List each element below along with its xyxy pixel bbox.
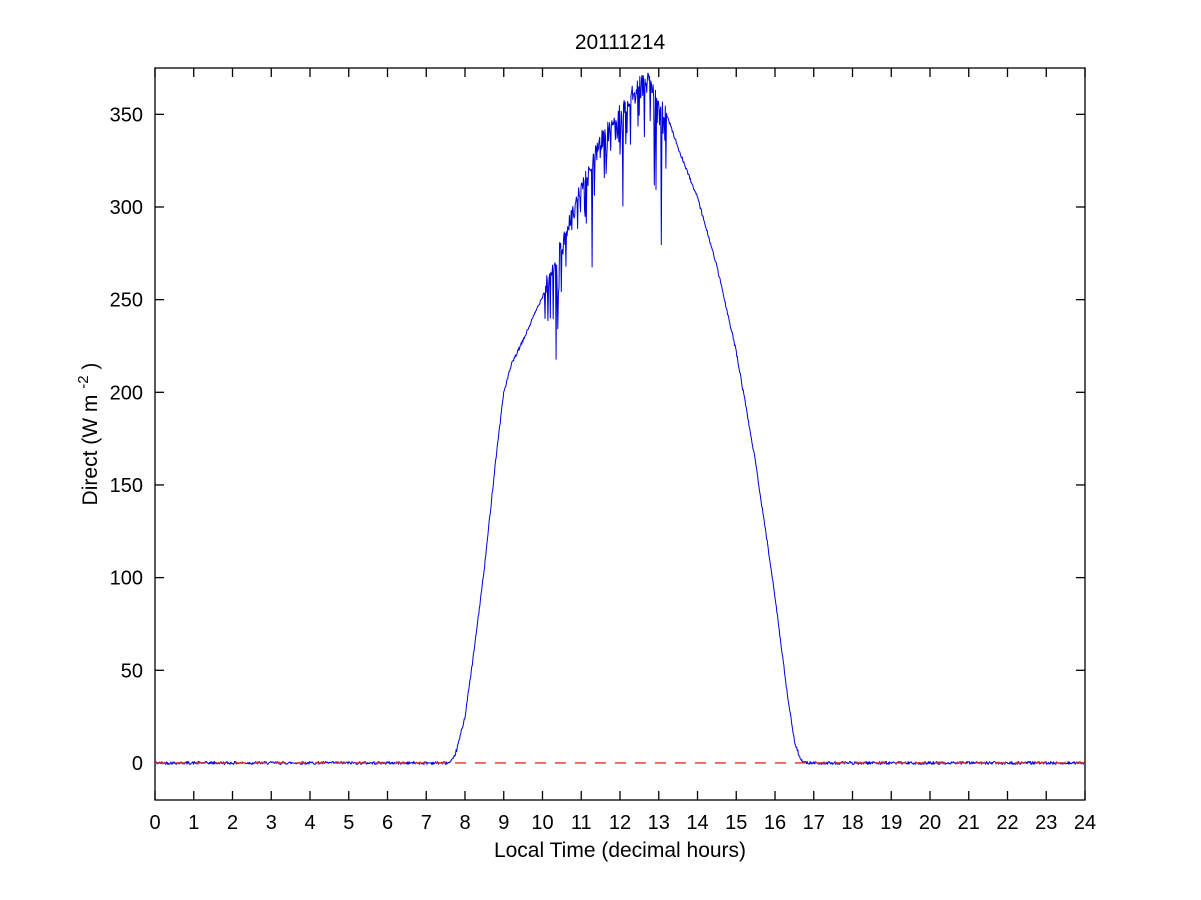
x-tick-label: 20	[919, 812, 941, 834]
series-direct-line	[154, 72, 1086, 765]
x-tick-label: 7	[421, 812, 432, 834]
x-tick-label: 9	[498, 812, 509, 834]
y-tick-label: 100	[110, 568, 143, 590]
y-tick-label: 50	[121, 660, 143, 682]
tick-marks	[154, 68, 1086, 800]
x-tick-label: 6	[382, 812, 393, 834]
y-tick-label: 150	[110, 475, 143, 497]
x-tick-label: 5	[343, 812, 354, 834]
x-tick-label: 13	[648, 812, 670, 834]
x-tick-label: 16	[764, 812, 786, 834]
x-tick-label: 22	[996, 812, 1018, 834]
y-axis-label-main: Direct (W m	[79, 395, 102, 506]
x-tick-label: 24	[1074, 812, 1096, 834]
x-tick-label: 12	[609, 812, 631, 834]
x-tick-label: 4	[304, 812, 315, 834]
x-tick-label: 10	[531, 812, 553, 834]
tick-labels: 0 1 2 3 4 5 6 7 8 9 10 11 12 13 14 15 16 17 18 19 20 21 22 23 24…	[110, 104, 1097, 834]
x-tick-label: 18	[841, 812, 863, 834]
y-tick-label: 350	[110, 104, 143, 126]
y-axis-label: Direct (W m -2 )	[70, 363, 102, 506]
axes-box	[154, 67, 1086, 801]
x-tick-label: 8	[459, 812, 470, 834]
y-tick-label: 200	[110, 382, 143, 404]
x-tick-label: 0	[149, 812, 160, 834]
x-tick-label: 3	[266, 812, 277, 834]
x-tick-label: 14	[686, 812, 708, 834]
chart-title: 20111214	[575, 31, 666, 54]
x-tick-label: 19	[880, 812, 902, 834]
x-tick-label: 2	[227, 812, 238, 834]
x-tick-label: 11	[571, 812, 592, 834]
y-axis-label-sup: -2	[75, 375, 92, 388]
x-tick-label: 21	[958, 812, 980, 834]
x-tick-label: 15	[725, 812, 747, 834]
x-tick-label: 1	[188, 812, 199, 834]
x-tick-label: 23	[1035, 812, 1057, 834]
y-tick-label: 250	[110, 290, 143, 312]
x-axis-label: Local Time (decimal hours)	[494, 839, 746, 862]
y-axis-label-end: )	[79, 363, 102, 370]
y-tick-label: 0	[132, 753, 143, 775]
y-tick-label: 300	[110, 197, 143, 219]
x-tick-label: 17	[803, 812, 825, 834]
